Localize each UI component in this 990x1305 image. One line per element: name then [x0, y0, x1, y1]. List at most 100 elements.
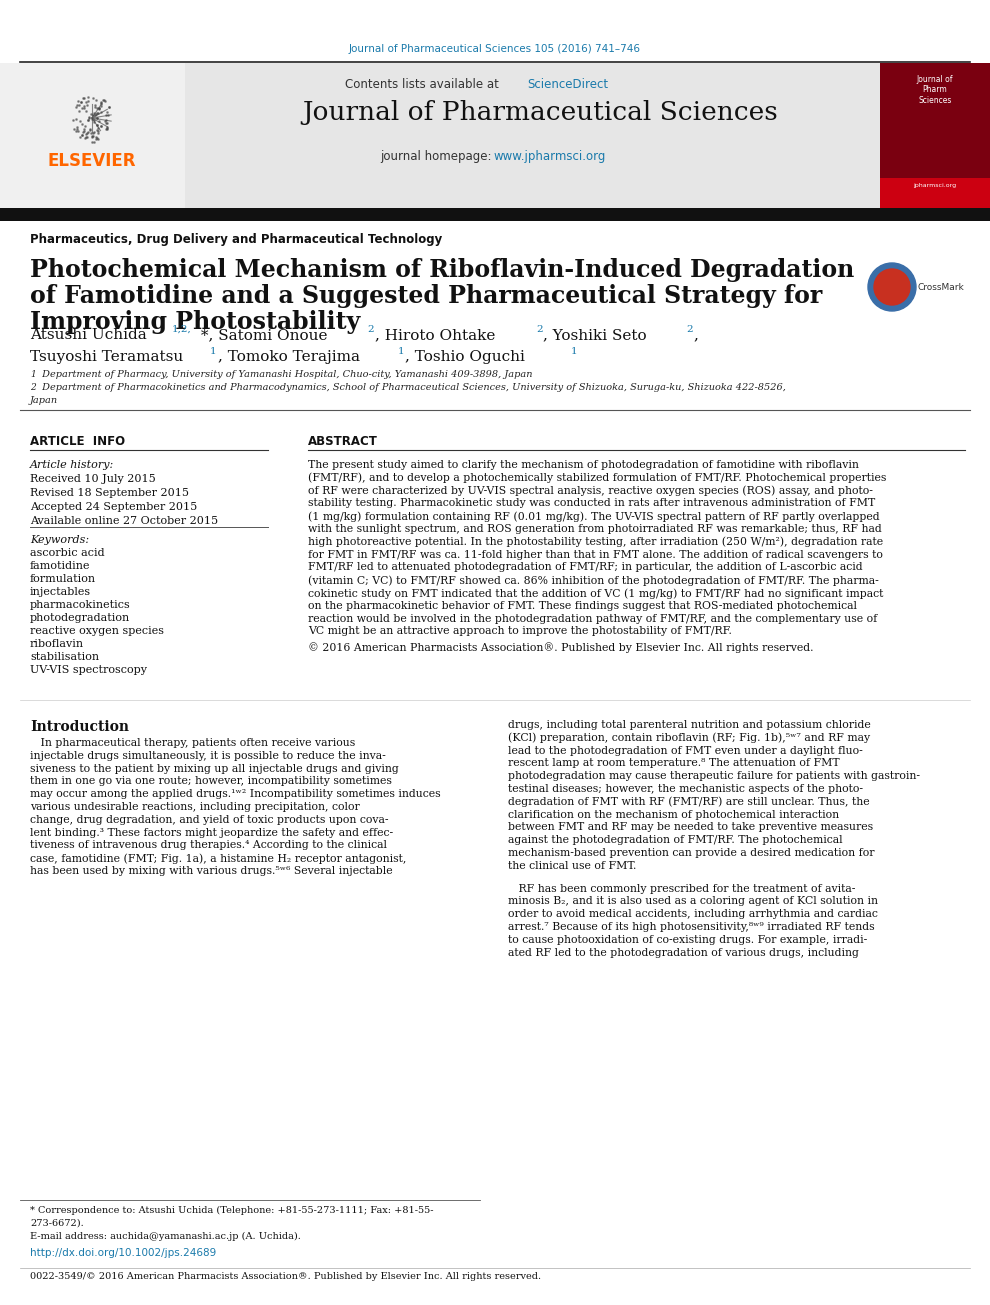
Point	[78, 124, 94, 145]
Point	[69, 119, 85, 140]
Bar	[185, 63, 880, 207]
Text: Journal of Pharmaceutical Sciences 105 (2016) 741–746: Journal of Pharmaceutical Sciences 105 (…	[349, 44, 641, 54]
Point	[76, 97, 92, 117]
Text: 2: 2	[367, 325, 373, 334]
Point	[85, 104, 101, 125]
Text: Journal of Pharmaceutical Sciences: Journal of Pharmaceutical Sciences	[302, 100, 778, 125]
Text: formulation: formulation	[30, 574, 96, 585]
Point	[91, 98, 107, 119]
Point	[90, 117, 106, 138]
Point	[86, 132, 102, 153]
Point	[86, 110, 102, 130]
Text: siveness to the patient by mixing up all injectable drugs and giving: siveness to the patient by mixing up all…	[30, 763, 399, 774]
Text: Available online 27 October 2015: Available online 27 October 2015	[30, 515, 218, 526]
Text: of RF were characterized by UV-VIS spectral analysis, reactive oxygen species (R: of RF were characterized by UV-VIS spect…	[308, 485, 873, 496]
Point	[98, 104, 114, 125]
Point	[68, 108, 84, 129]
Text: ELSEVIER: ELSEVIER	[48, 151, 137, 170]
Point	[84, 108, 100, 129]
Point	[78, 100, 94, 121]
Text: (vitamin C; VC) to FMT/RF showed ca. 86% inhibition of the photodegradation of F: (vitamin C; VC) to FMT/RF showed ca. 86%…	[308, 576, 879, 586]
Point	[86, 112, 102, 133]
Text: 1: 1	[398, 347, 405, 356]
Text: 1: 1	[30, 371, 36, 378]
Text: 0022-3549/© 2016 American Pharmacists Association®. Published by Elsevier Inc. A: 0022-3549/© 2016 American Pharmacists As…	[30, 1272, 542, 1282]
Point	[76, 95, 92, 116]
Point	[74, 97, 90, 117]
Text: ✓: ✓	[884, 278, 900, 296]
Text: against the photodegradation of FMT/RF. The photochemical: against the photodegradation of FMT/RF. …	[508, 835, 842, 846]
Text: ,: ,	[693, 328, 698, 342]
Text: with the sunlight spectrum, and ROS generation from photoirradiated RF was remar: with the sunlight spectrum, and ROS gene…	[308, 525, 882, 534]
Text: Japan: Japan	[30, 395, 58, 405]
Text: testinal diseases; however, the mechanistic aspects of the photo-: testinal diseases; however, the mechanis…	[508, 784, 863, 793]
Text: Keywords:: Keywords:	[30, 535, 89, 545]
Point	[81, 106, 97, 127]
Text: cokinetic study on FMT indicated that the addition of VC (1 mg/kg) to FMT/RF had: cokinetic study on FMT indicated that th…	[308, 589, 883, 599]
Point	[83, 132, 99, 153]
Text: ABSTRACT: ABSTRACT	[308, 435, 378, 448]
Point	[88, 115, 104, 136]
Text: pharmacokinetics: pharmacokinetics	[30, 600, 131, 609]
Text: clarification on the mechanism of photochemical interaction: clarification on the mechanism of photoc…	[508, 809, 840, 820]
Text: photodegradation may cause therapeutic failure for patients with gastroin-: photodegradation may cause therapeutic f…	[508, 771, 920, 782]
Point	[89, 107, 105, 128]
Text: 2: 2	[536, 325, 543, 334]
Point	[71, 100, 87, 121]
Text: of Famotidine and a Suggested Pharmaceutical Strategy for: of Famotidine and a Suggested Pharmaceut…	[30, 284, 823, 308]
Point	[98, 119, 114, 140]
Point	[74, 124, 90, 145]
Point	[78, 91, 94, 112]
Point	[72, 127, 88, 147]
Point	[68, 94, 84, 115]
Text: minosis B₂, and it is also used as a coloring agent of KCl solution in: minosis B₂, and it is also used as a col…	[508, 897, 878, 907]
Text: http://dx.doi.org/10.1002/jps.24689: http://dx.doi.org/10.1002/jps.24689	[30, 1248, 216, 1258]
Point	[75, 119, 91, 140]
Point	[79, 123, 95, 144]
Point	[71, 94, 87, 115]
Text: has been used by mixing with various drugs.⁵ʷ⁶ Several injectable: has been used by mixing with various dru…	[30, 867, 393, 876]
Text: famotidine: famotidine	[30, 561, 90, 572]
Text: Received 10 July 2015: Received 10 July 2015	[30, 474, 155, 484]
Point	[80, 91, 96, 112]
Point	[90, 102, 106, 123]
Point	[98, 112, 114, 133]
Text: © 2016 American Pharmacists Association®. Published by Elsevier Inc. All rights : © 2016 American Pharmacists Association®…	[308, 642, 814, 652]
Text: may occur among the applied drugs.¹ʷ² Incompatibility sometimes induces: may occur among the applied drugs.¹ʷ² In…	[30, 790, 441, 799]
Text: ascorbic acid: ascorbic acid	[30, 548, 105, 559]
Point	[80, 110, 96, 130]
Point	[93, 115, 109, 136]
Text: Revised 18 September 2015: Revised 18 September 2015	[30, 488, 189, 499]
Point	[76, 87, 92, 108]
Text: The present study aimed to clarify the mechanism of photodegradation of famotidi: The present study aimed to clarify the m…	[308, 459, 859, 470]
Text: E-mail address: auchida@yamanashi.ac.jp (A. Uchida).: E-mail address: auchida@yamanashi.ac.jp …	[30, 1232, 301, 1241]
Point	[93, 115, 109, 136]
Text: various undesirable reactions, including precipitation, color: various undesirable reactions, including…	[30, 803, 359, 812]
Text: RF has been commonly prescribed for the treatment of avita-: RF has been commonly prescribed for the …	[508, 883, 855, 894]
Point	[89, 97, 105, 117]
Point	[101, 97, 117, 117]
Text: change, drug degradation, and yield of toxic products upon cova-: change, drug degradation, and yield of t…	[30, 814, 388, 825]
Point	[84, 125, 100, 146]
Text: injectables: injectables	[30, 587, 91, 596]
Point	[101, 104, 117, 125]
Point	[91, 98, 107, 119]
Point	[97, 111, 113, 132]
Text: on the pharmacokinetic behavior of FMT. These findings suggest that ROS-mediated: on the pharmacokinetic behavior of FMT. …	[308, 600, 857, 611]
Point	[83, 103, 99, 124]
Point	[89, 103, 105, 124]
Text: stability testing. Pharmacokinetic study was conducted in rats after intravenous: stability testing. Pharmacokinetic study…	[308, 499, 875, 509]
Point	[73, 91, 89, 112]
Text: them in one go via one route; however, incompatibility sometimes: them in one go via one route; however, i…	[30, 776, 392, 787]
Text: high photoreactive potential. In the photostability testing, after irradiation (: high photoreactive potential. In the pho…	[308, 536, 883, 547]
Text: for FMT in FMT/RF was ca. 11-fold higher than that in FMT alone. The addition of: for FMT in FMT/RF was ca. 11-fold higher…	[308, 549, 883, 560]
Point	[89, 108, 105, 129]
Point	[90, 120, 106, 141]
Point	[95, 89, 111, 110]
Text: CrossMark: CrossMark	[918, 282, 964, 291]
Point	[93, 91, 109, 112]
Text: Introduction: Introduction	[30, 720, 129, 733]
Point	[78, 94, 94, 115]
Text: , Tomoko Terajima: , Tomoko Terajima	[218, 350, 365, 364]
Text: lent binding.³ These factors might jeopardize the safety and effec-: lent binding.³ These factors might jeopa…	[30, 827, 393, 838]
